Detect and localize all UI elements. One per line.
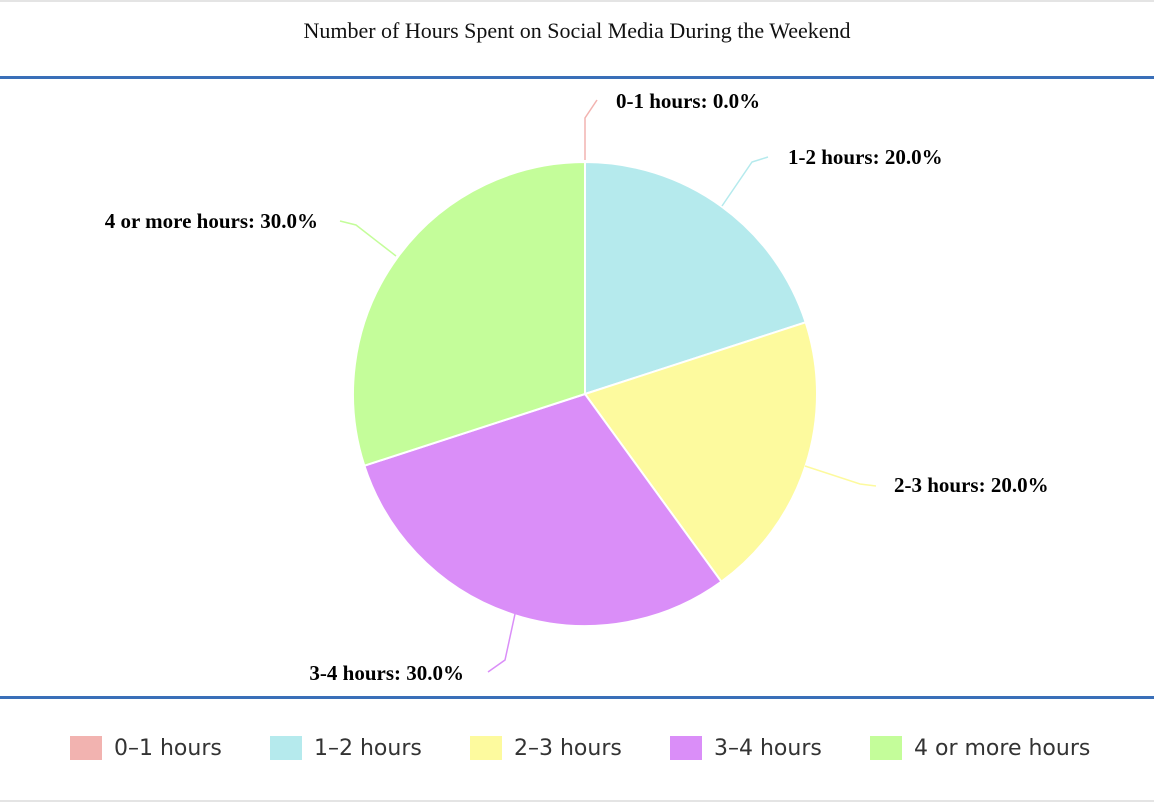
legend: 0–1 hours 1–2 hours 2–3 hours 3–4 hours … bbox=[0, 699, 1154, 799]
data-label: 4 or more hours: 30.0% bbox=[105, 209, 318, 233]
leader-line bbox=[721, 156, 769, 207]
legend-divider bbox=[0, 696, 1154, 699]
data-label: 3-4 hours: 30.0% bbox=[309, 661, 464, 685]
legend-swatch bbox=[670, 736, 702, 760]
bottom-border bbox=[0, 800, 1154, 802]
legend-item-4-or-more-hours[interactable]: 4 or more hours bbox=[870, 735, 1090, 761]
legend-label: 1–2 hours bbox=[314, 735, 422, 761]
legend-item-1-2-hours[interactable]: 1–2 hours bbox=[270, 735, 422, 761]
chart-area: 0-1 hours: 0.0% 1-2 hours: 20.0% 2-3 hours… bbox=[0, 79, 1154, 696]
legend-swatch bbox=[70, 736, 102, 760]
legend-item-3-4-hours[interactable]: 3–4 hours bbox=[670, 735, 822, 761]
title-divider bbox=[0, 76, 1154, 79]
pie-chart: 0-1 hours: 0.0% 1-2 hours: 20.0% 2-3 hours… bbox=[105, 89, 1049, 685]
legend-label: 4 or more hours bbox=[914, 735, 1091, 761]
top-border bbox=[0, 0, 1154, 2]
data-label: 0-1 hours: 0.0% bbox=[616, 89, 760, 113]
data-label: 1-2 hours: 20.0% bbox=[788, 145, 943, 169]
legend-swatch bbox=[870, 736, 902, 760]
legend-item-2-3-hours[interactable]: 2–3 hours bbox=[470, 735, 622, 761]
data-label: 2-3 hours: 20.0% bbox=[894, 473, 1049, 497]
chart-title: Number of Hours Spent on Social Media Du… bbox=[303, 18, 851, 43]
legend-label: 2–3 hours bbox=[514, 735, 622, 761]
leader-line bbox=[804, 465, 877, 487]
pie-slice-1-2-hours[interactable] bbox=[584, 160, 807, 396]
legend-label: 3–4 hours bbox=[714, 735, 822, 761]
leader-line bbox=[487, 613, 516, 673]
legend-swatch bbox=[270, 736, 302, 760]
legend-label: 0–1 hours bbox=[114, 735, 222, 761]
legend-swatch bbox=[470, 736, 502, 760]
leader-line bbox=[584, 99, 598, 160]
pie-slice-3-4-hours[interactable] bbox=[363, 392, 723, 627]
leader-line bbox=[339, 220, 397, 257]
legend-item-0-1-hours[interactable]: 0–1 hours bbox=[70, 735, 222, 761]
pie-slice-4-or-more-hours[interactable] bbox=[352, 160, 586, 467]
